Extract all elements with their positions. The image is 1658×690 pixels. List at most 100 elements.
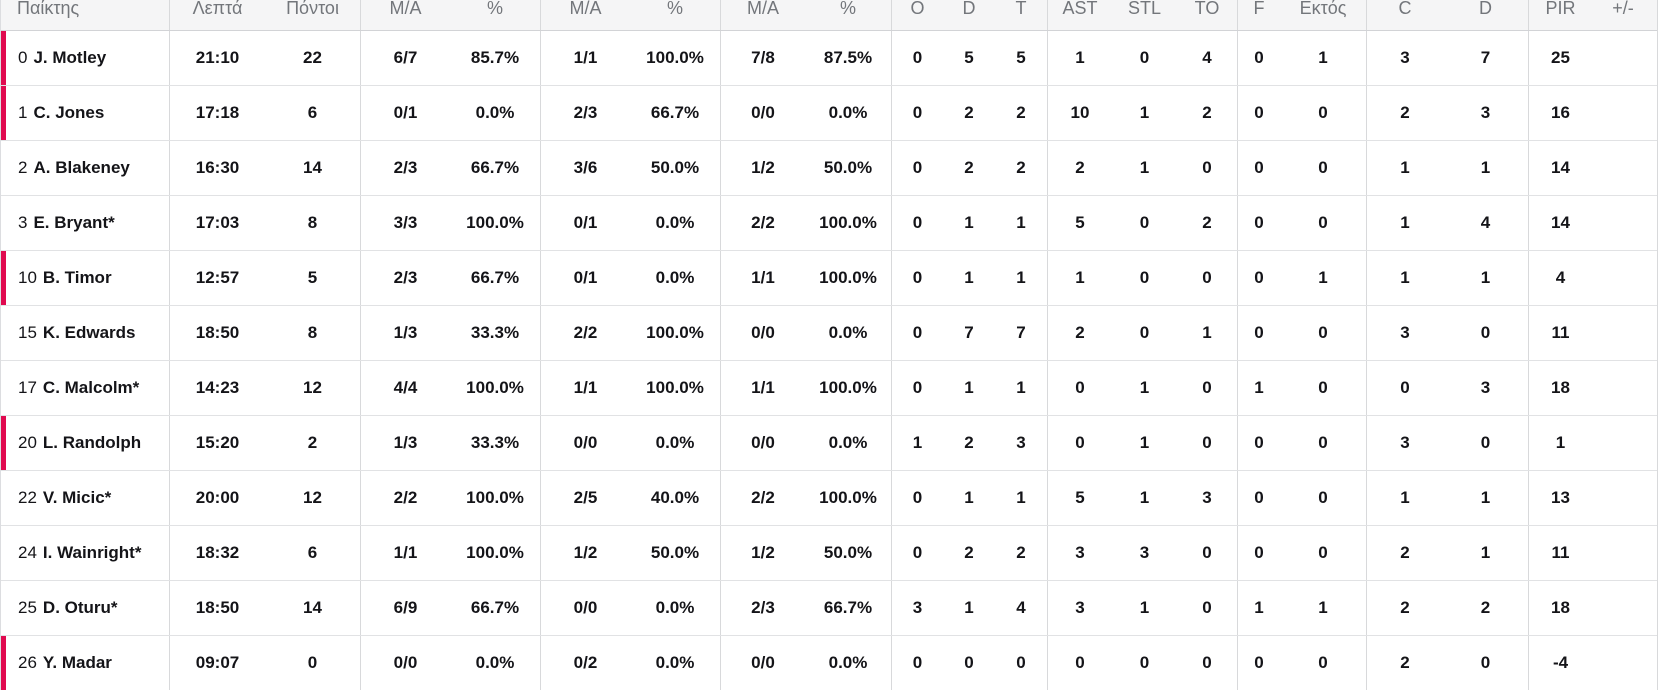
stat-cell-rebounds_total: 2 (1016, 543, 1026, 562)
stat-cell-turnovers: 0 (1202, 598, 1212, 617)
player-cell[interactable]: 0 J. Motley (1, 31, 169, 85)
player-row-3[interactable]: 3 E. Bryant* 17:03 8 3/3 100.0% 0/1 0.0% 2/2 100.… (1, 196, 1657, 251)
stat-cell-blocks_against: 0 (1318, 488, 1328, 507)
column-header-plus_minus: +/- (1592, 0, 1654, 30)
stat-cell-blocks_favour: 0 (1237, 471, 1280, 525)
stat-cell-plus_minus (1592, 361, 1654, 415)
stat-cell-rebounds_defensive: 2 (964, 433, 974, 452)
player-row-25[interactable]: 25 D. Oturu* 18:50 14 6/9 66.7% 0/0 0.0% 2/3 66.7… (1, 581, 1657, 636)
player-name: J. Motley (33, 48, 107, 67)
player-jersey-number: 26 (18, 653, 37, 672)
stat-cell-points: 12 (303, 488, 322, 507)
player-jersey-number: 1 (18, 103, 28, 122)
stat-cell-fg3_percent: 0.0% (655, 433, 695, 452)
stat-cell-turnovers: 0 (1202, 543, 1212, 562)
stat-cell-fg2_made_attempted: 0/1 (360, 86, 450, 140)
player-cell[interactable]: 25 D. Oturu* (1, 581, 169, 635)
player-jersey-number: 17 (18, 378, 37, 397)
stat-cell-pir: 13 (1528, 471, 1592, 525)
player-row-10[interactable]: 10 B. Timor 12:57 5 2/3 66.7% 0/1 0.0% 1/1 100.0%… (1, 251, 1657, 306)
player-cell[interactable]: 17 C. Malcolm* (1, 361, 169, 415)
stat-cell-steals: 3 (1139, 543, 1150, 562)
stat-cell-assists: 1 (1047, 31, 1112, 85)
column-header-points: Πόντοι (265, 0, 360, 30)
stat-cell-ft_percent: 50.0% (823, 158, 873, 177)
player-name: C. Malcolm* (42, 378, 140, 397)
player-cell[interactable]: 22 V. Micic* (1, 471, 169, 525)
stat-cell-plus_minus (1592, 581, 1654, 635)
stat-cell-ft_made_attempted: 1/1 (720, 361, 805, 415)
player-row-0[interactable]: 0 J. Motley 21:10 22 6/7 85.7% 1/1 100.0% 7/8 87.… (1, 31, 1657, 86)
player-cell[interactable]: 3 E. Bryant* (1, 196, 169, 250)
stat-cell-steals: 1 (1139, 378, 1150, 397)
stat-cell-rebounds_total: 3 (1016, 433, 1026, 452)
stat-cell-fg2_percent: 85.7% (470, 48, 520, 67)
player-row-22[interactable]: 22 V. Micic* 20:00 12 2/2 100.0% 2/5 40.0% 2/2 10… (1, 471, 1657, 526)
column-header-label: T (1015, 0, 1027, 18)
player-row-26[interactable]: 26 Y. Madar 09:07 0 0/0 0.0% 0/2 0.0% 0/0 0.0% 0 0 0… (1, 636, 1657, 690)
player-cell[interactable]: 2 A. Blakeney (1, 141, 169, 195)
stat-cell-rebounds_total: 2 (1016, 158, 1026, 177)
player-row-1[interactable]: 1 C. Jones 17:18 6 0/1 0.0% 2/3 66.7% 0/0 0.0% 0 2 2… (1, 86, 1657, 141)
stat-cell-blocks_favour: 0 (1237, 196, 1280, 250)
stat-cell-assists: 0 (1047, 416, 1112, 470)
stat-cell-rebounds_offensive: 0 (891, 196, 943, 250)
stat-cell-fouls_drawn: 4 (1480, 213, 1491, 232)
stat-cell-fg2_made_attempted: 1/3 (360, 416, 450, 470)
stat-cell-blocks_favour: 1 (1237, 581, 1280, 635)
stat-cell-assists: 10 (1047, 86, 1112, 140)
player-row-20[interactable]: 20 L. Randolph 15:20 2 1/3 33.3% 0/0 0.0% 0/0 0.0… (1, 416, 1657, 471)
player-cell[interactable]: 24 I. Wainright* (1, 526, 169, 580)
stat-cell-ft_percent: 100.0% (819, 488, 877, 507)
stat-cell-ft_percent: 0.0% (828, 433, 868, 452)
player-row-2[interactable]: 2 A. Blakeney 16:30 14 2/3 66.7% 3/6 50.0% 1/2 50… (1, 141, 1657, 196)
stat-cell-rebounds_total: 1 (1016, 488, 1026, 507)
column-header-label: M/A (569, 0, 602, 18)
player-row-17[interactable]: 17 C. Malcolm* 14:23 12 4/4 100.0% 1/1 100.0% 1/… (1, 361, 1657, 416)
stat-cell-plus_minus (1592, 251, 1654, 305)
stat-cell-fouls_drawn: 3 (1480, 103, 1491, 122)
stat-cell-plus_minus (1592, 416, 1654, 470)
stat-cell-fouls_drawn: 3 (1480, 378, 1491, 397)
player-cell[interactable]: 20 L. Randolph (1, 416, 169, 470)
stat-cell-steals: 1 (1139, 103, 1150, 122)
stat-cell-ft_percent: 100.0% (819, 268, 877, 287)
stat-cell-fg2_percent: 100.0% (466, 213, 524, 232)
on-court-indicator (1, 251, 6, 305)
player-cell[interactable]: 15 K. Edwards (1, 306, 169, 360)
stat-cell-minutes: 17:18 (169, 86, 265, 140)
stat-cell-fg3_percent: 0.0% (655, 213, 695, 232)
stat-cell-turnovers: 0 (1202, 158, 1212, 177)
stat-cell-fouls_drawn: 0 (1480, 653, 1491, 672)
stat-cell-fouls_drawn: 1 (1480, 268, 1491, 287)
stat-cell-pir: 18 (1528, 361, 1592, 415)
stat-cell-rebounds_offensive: 3 (891, 581, 943, 635)
stat-cell-blocks_against: 0 (1318, 213, 1328, 232)
stat-cell-steals: 0 (1139, 323, 1150, 342)
player-cell[interactable]: 1 C. Jones (1, 86, 169, 140)
player-cell[interactable]: 10 B. Timor (1, 251, 169, 305)
stat-cell-rebounds_defensive: 1 (964, 378, 974, 397)
stat-cell-fg3_made_attempted: 2/2 (540, 306, 630, 360)
player-row-24[interactable]: 24 I. Wainright* 18:32 6 1/1 100.0% 1/2 50.0% 1/… (1, 526, 1657, 581)
stat-cell-ft_percent: 0.0% (828, 323, 868, 342)
stat-cell-rebounds_total: 1 (1016, 378, 1026, 397)
stat-cell-steals: 1 (1139, 488, 1150, 507)
stat-cell-blocks_against: 0 (1318, 323, 1328, 342)
stat-cell-points: 8 (307, 323, 318, 342)
stat-cell-pir: 1 (1528, 416, 1592, 470)
stat-cell-turnovers: 0 (1202, 268, 1212, 287)
stat-cell-fg2_made_attempted: 2/3 (360, 141, 450, 195)
stat-cell-fouls_committed: 3 (1366, 31, 1443, 85)
player-jersey-number: 24 (18, 543, 37, 562)
stat-cell-fg2_made_attempted: 6/9 (360, 581, 450, 635)
stat-cell-blocks_against: 0 (1318, 433, 1328, 452)
player-row-15[interactable]: 15 K. Edwards 18:50 8 1/3 33.3% 2/2 100.0% 0/0 0.… (1, 306, 1657, 361)
table-header-row: Παίκτης Λεπτά Πόντοι M/A% M/A% M/A% O D T AST STL T… (1, 0, 1657, 31)
stat-cell-minutes: 17:03 (169, 196, 265, 250)
stat-cell-fouls_drawn: 1 (1480, 158, 1491, 177)
player-cell[interactable]: 26 Y. Madar (1, 636, 169, 690)
stat-cell-rebounds_defensive: 1 (964, 213, 974, 232)
stat-cell-fouls_committed: 2 (1366, 636, 1443, 690)
stat-cell-rebounds_offensive: 0 (891, 526, 943, 580)
